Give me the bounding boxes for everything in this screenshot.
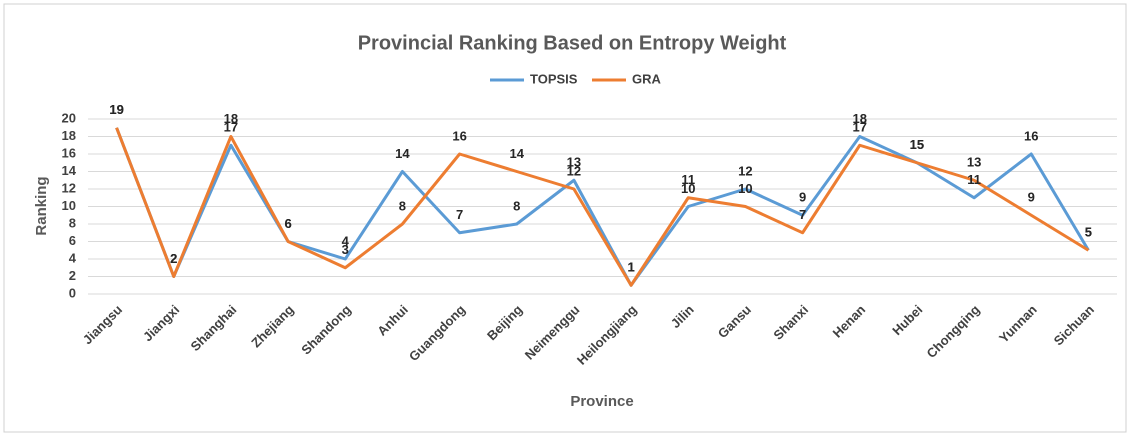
data-label: 7 [799, 207, 806, 222]
data-label: 6 [284, 216, 291, 231]
data-label: 16 [1024, 128, 1038, 143]
y-tick-label: 4 [69, 250, 77, 265]
legend-label: GRA [632, 71, 662, 86]
data-label: 10 [738, 181, 752, 196]
data-label: 10 [681, 181, 695, 196]
data-label: 8 [399, 198, 406, 213]
data-label: 15 [910, 137, 924, 152]
y-tick-label: 14 [62, 163, 77, 178]
data-label: 14 [510, 146, 525, 161]
y-tick-label: 10 [62, 198, 76, 213]
y-tick-label: 2 [69, 268, 76, 283]
data-label: 15 [910, 137, 924, 152]
data-label: 17 [224, 120, 238, 135]
data-label: 11 [681, 172, 695, 187]
y-tick-label: 6 [69, 233, 76, 248]
data-label: 16 [452, 128, 466, 143]
legend-label: TOPSIS [530, 71, 578, 86]
data-label: 1 [627, 260, 634, 275]
y-axis-title: Ranking [33, 176, 50, 235]
data-label: 2 [170, 251, 177, 266]
y-tick-label: 8 [69, 215, 76, 230]
x-axis-title: Province [570, 393, 633, 410]
data-label: 2 [170, 251, 177, 266]
data-label: 9 [799, 190, 806, 205]
series-line [115, 127, 1090, 287]
data-label: 3 [342, 242, 349, 257]
y-tick-label: 16 [62, 145, 76, 160]
data-label: 18 [224, 111, 238, 126]
data-label: 17 [853, 120, 867, 135]
y-tick-label: 12 [62, 180, 76, 195]
data-label: 13 [967, 155, 981, 170]
data-label: 12 [567, 163, 581, 178]
data-label: 6 [284, 216, 291, 231]
chart-title: Provincial Ranking Based on Entropy Weig… [358, 32, 787, 54]
chart-border [3, 3, 1127, 433]
data-label: 11 [967, 172, 981, 187]
data-label: 19 [109, 102, 123, 117]
data-label: 5 [1085, 225, 1092, 240]
data-label: 19 [109, 102, 123, 117]
data-label: 8 [513, 198, 520, 213]
data-label: 14 [395, 146, 410, 161]
data-label: 18 [853, 111, 867, 126]
data-label: 1 [627, 260, 634, 275]
data-label: 12 [738, 163, 752, 178]
data-label: 9 [1028, 190, 1035, 205]
y-tick-label: 18 [62, 128, 76, 143]
y-tick-label: 0 [69, 285, 76, 300]
data-label: 13 [567, 155, 581, 170]
data-label: 4 [342, 233, 350, 248]
data-label: 7 [456, 207, 463, 222]
y-tick-label: 20 [62, 110, 76, 125]
data-label: 5 [1085, 225, 1092, 240]
